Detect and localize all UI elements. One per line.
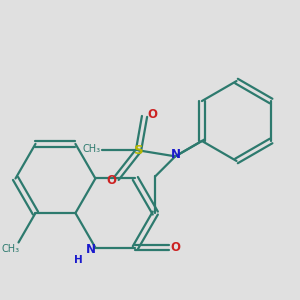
Text: CH₃: CH₃ [82,144,100,154]
Text: O: O [106,174,116,187]
Text: S: S [134,144,143,157]
Text: N: N [86,243,96,256]
Text: O: O [147,108,157,121]
Text: O: O [171,241,181,254]
Text: H: H [74,255,83,265]
Text: CH₃: CH₃ [1,244,19,254]
Text: N: N [171,148,181,161]
